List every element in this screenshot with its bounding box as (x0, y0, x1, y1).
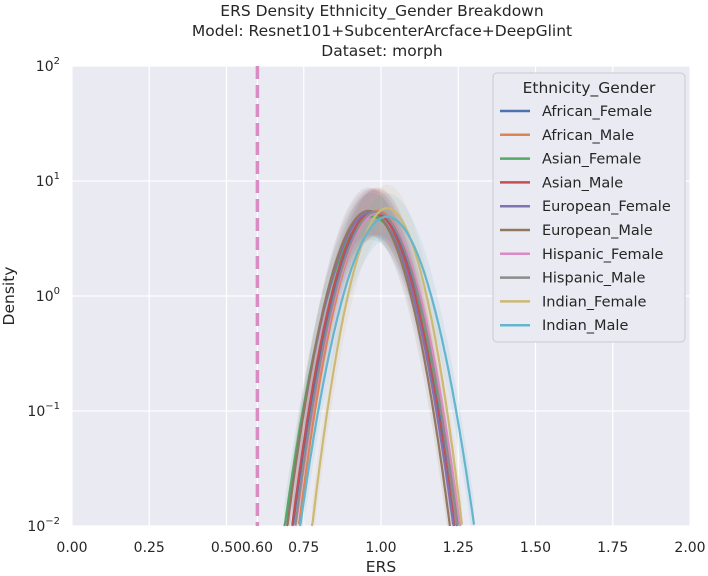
band-Hispanic_Male (295, 188, 458, 527)
y-tick-labels: 10−2 10−1 100 101 102 (27, 56, 60, 535)
y-tick-label: 100 (36, 286, 60, 305)
band-Indian_Male (299, 193, 474, 526)
y-tick-label: 101 (36, 171, 60, 190)
legend-label: Hispanic_Male (542, 271, 645, 287)
legend-box (492, 72, 686, 343)
x-tick-label: 1.25 (443, 540, 474, 556)
legend-label: African_Male (542, 128, 634, 144)
series-line-Hispanic_Male (294, 210, 459, 527)
y-tick-label: 10−2 (27, 516, 60, 535)
chart-title-line-2: Model: Resnet101+SubcenterArcface+DeepGl… (192, 22, 572, 40)
legend-label: African_Female (542, 104, 652, 120)
x-tick-label: 0.60 (242, 540, 273, 556)
series-line-Indian_Male (298, 215, 476, 527)
x-tick-label: 0.00 (56, 540, 87, 556)
density-series (283, 207, 476, 527)
x-tick-label: 0.25 (134, 540, 165, 556)
legend-label: European_Female (542, 199, 671, 215)
x-tick-label: 1.50 (520, 540, 551, 556)
legend-label: European_Male (542, 223, 653, 239)
series-line-Indian_Female (310, 207, 464, 527)
x-tick-label: 1.75 (597, 540, 628, 556)
legend-label: Asian_Male (542, 175, 623, 191)
x-tick-label: 1.00 (365, 540, 396, 556)
x-tick-label: 0.50 (211, 540, 242, 556)
legend-label: Hispanic_Female (542, 247, 664, 263)
y-tick-label: 10−1 (27, 401, 60, 420)
y-tick-label: 102 (36, 56, 60, 75)
legend: Ethnicity_Gender African_Female African_M… (492, 72, 686, 343)
legend-label: Asian_Female (542, 152, 641, 168)
x-axis-label: ERS (366, 558, 396, 576)
legend-label: Indian_Male (542, 318, 628, 334)
x-tick-label: 0.75 (288, 540, 319, 556)
chart-title-line-3: Dataset: morph (321, 42, 442, 60)
chart-title-line-1: ERS Density Ethnicity_Gender Breakdown (220, 2, 543, 21)
legend-items: African_Female African_Male Asian_Female As… (500, 104, 671, 334)
x-tick-labels: 0.00 0.25 0.50 0.60 0.75 1.00 1.25 1.50 1.75 2.00 (56, 540, 705, 556)
series-line-European_Male (285, 209, 451, 527)
legend-title: Ethnicity_Gender (523, 79, 656, 98)
y-axis-label: Density (0, 267, 18, 326)
legend-label: Indian_Female (542, 294, 647, 310)
x-tick-label: 2.00 (674, 540, 705, 556)
